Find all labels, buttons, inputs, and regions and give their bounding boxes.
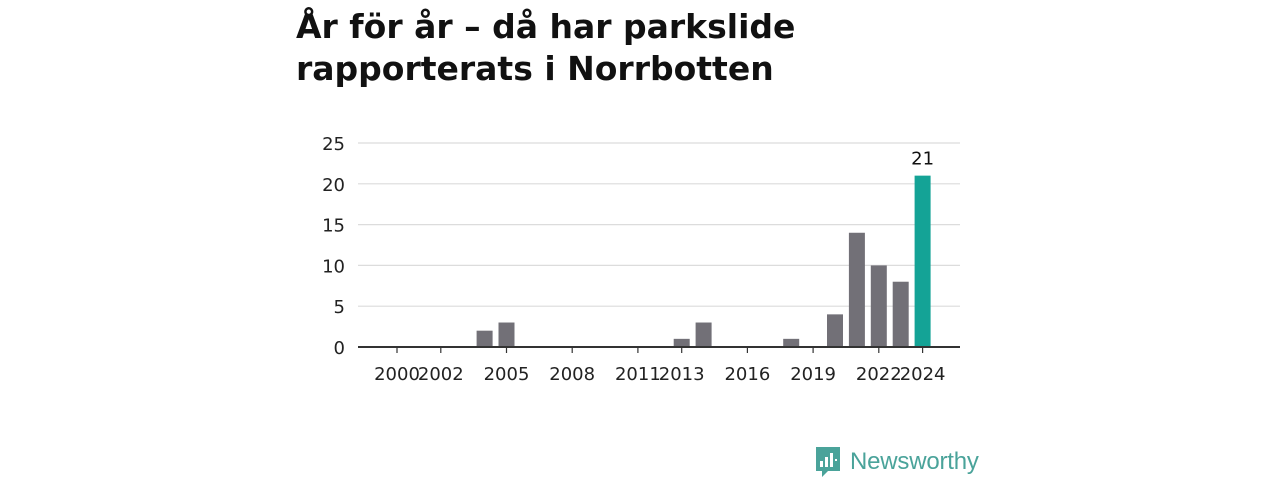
x-tick-label: 2000: [374, 364, 420, 385]
y-axis-tick-labels: 0 5 10 15 20 25: [322, 134, 345, 359]
data-label-2024: 21: [911, 149, 934, 170]
x-tick-label: 2019: [790, 364, 836, 385]
bars: [476, 175, 931, 347]
bar-2005: [498, 322, 515, 347]
bar-2018: [783, 338, 800, 347]
grid-lines: [358, 142, 960, 307]
y-tick-label: 15: [322, 216, 345, 237]
x-tick-label: 2002: [418, 364, 464, 385]
y-tick-label: 20: [322, 175, 345, 196]
brand-name: Newsworthy: [850, 448, 979, 475]
bar-2014: [695, 322, 712, 347]
x-tick-label: 2005: [484, 364, 530, 385]
bar-2021: [848, 232, 865, 347]
y-tick-label: 10: [322, 256, 345, 277]
bar-2023: [892, 281, 909, 347]
x-tick-label: 2008: [549, 364, 595, 385]
x-tick-label: 2011: [615, 364, 661, 385]
y-tick-label: 25: [322, 134, 345, 155]
chart-title: År för år – då har parkslide rapporterat…: [296, 7, 796, 88]
x-tick-label: 2013: [659, 364, 705, 385]
bar-2004: [476, 330, 493, 347]
bar-2024: [914, 175, 931, 347]
x-tick-label: 2024: [900, 364, 946, 385]
bar-2013: [673, 338, 690, 347]
x-tick-label: 2016: [724, 364, 770, 385]
y-tick-label: 5: [334, 297, 345, 318]
data-labels: 21: [911, 149, 934, 170]
brand-logo: Newsworthy: [814, 444, 979, 480]
newsworthy-logo-icon: [816, 447, 840, 477]
y-tick-label: 0: [334, 338, 345, 359]
x-tick-label: 2022: [856, 364, 902, 385]
bar-2022: [870, 265, 887, 347]
bar-2020: [827, 314, 843, 347]
